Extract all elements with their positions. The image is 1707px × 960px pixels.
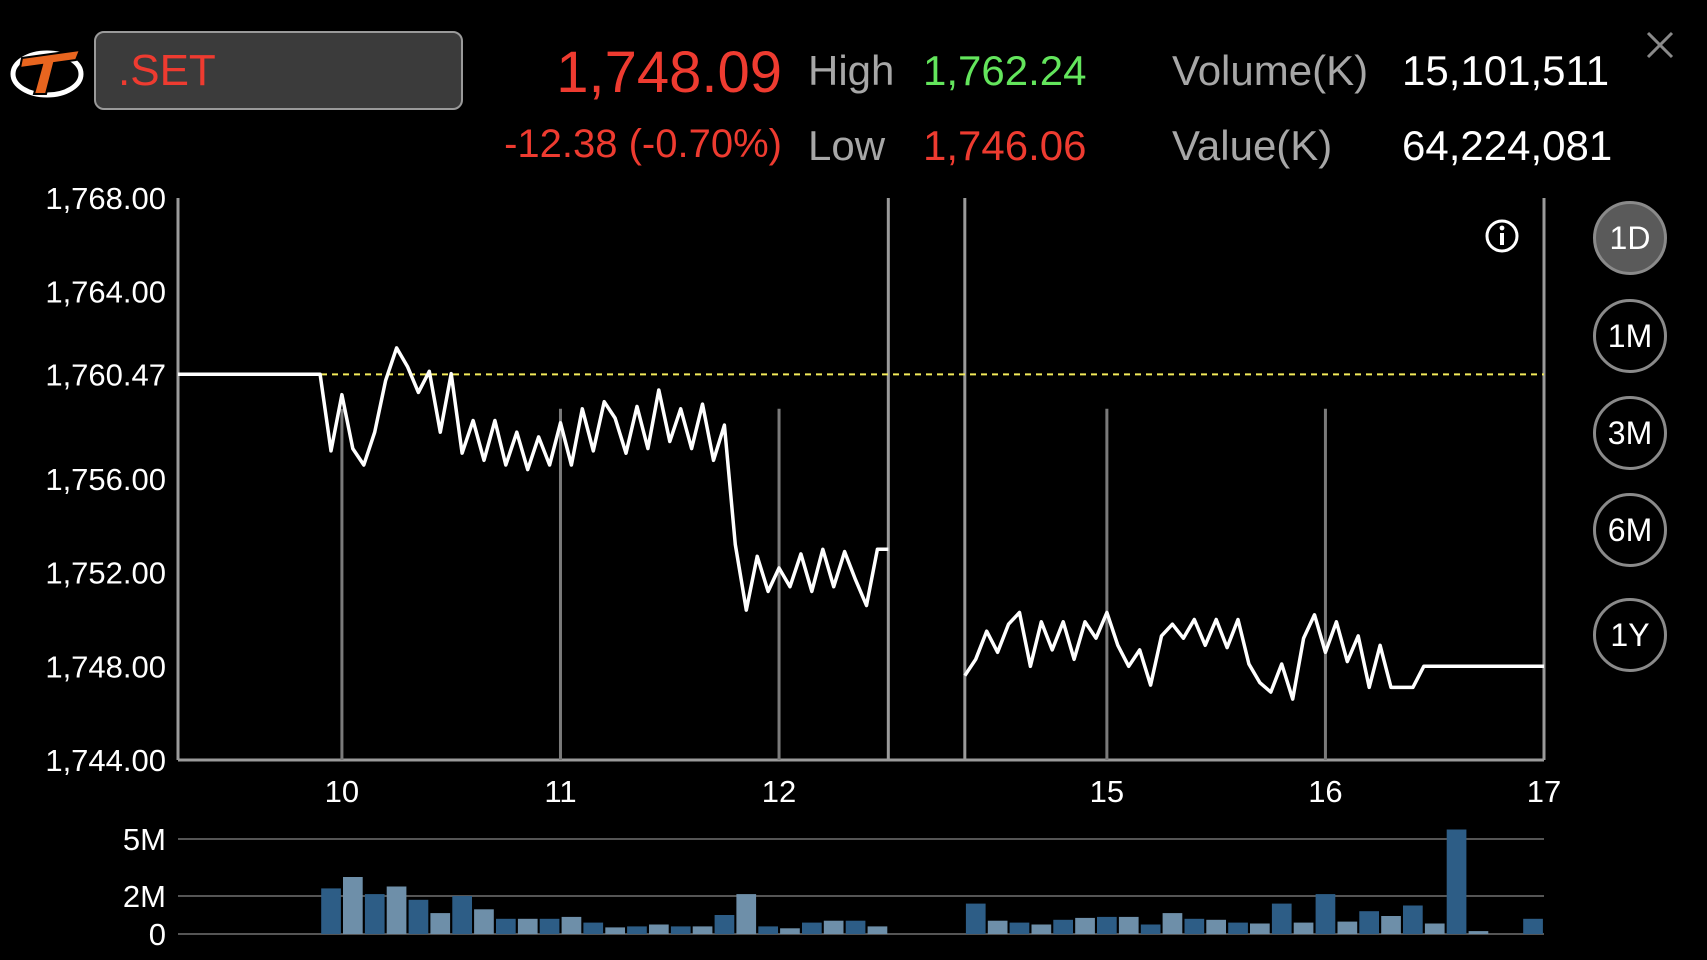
period-3m-button[interactable]: 3M: [1593, 396, 1667, 470]
volume-bar: [605, 927, 625, 934]
volume-bar: [1162, 913, 1183, 934]
x-tick-label: 12: [762, 774, 796, 809]
volume-value: 15,101,511: [1402, 47, 1610, 94]
volume-tick-label: 0: [149, 917, 166, 952]
volume-bar: [1031, 924, 1052, 934]
volume-tick-label: 5M: [123, 822, 166, 857]
y-tick-label: 1,764.00: [45, 275, 166, 310]
volume-bar: [1118, 916, 1139, 934]
volume-bar: [1337, 921, 1358, 934]
volume-chart: 5M 2M0: [123, 822, 1544, 952]
volume-label: Volume(K): [1172, 47, 1369, 94]
volume-bar: [965, 903, 986, 934]
last-price: 1,748.09: [556, 40, 782, 105]
volume-bar: [1140, 924, 1161, 934]
volume-bar: [1293, 922, 1314, 934]
volume-bar: [386, 886, 407, 934]
high-label: High: [808, 47, 895, 94]
volume-bar: [364, 894, 385, 934]
y-tick-label: 1,756.00: [45, 462, 166, 497]
low-label: Low: [808, 122, 886, 169]
volume-bar: [714, 915, 735, 934]
period-1d-button[interactable]: 1D: [1593, 201, 1667, 275]
volume-bar: [1359, 911, 1379, 934]
volume-bar: [670, 926, 691, 934]
volume-bar: [1468, 931, 1489, 934]
price-series-line-1: [963, 610, 1544, 701]
volume-bar: [408, 899, 429, 934]
volume-bar: [1250, 923, 1270, 934]
high-value: 1,762.24: [923, 47, 1087, 94]
price-volume-chart: 1,768.00 1,764.00 1,756.00 1,752.00 1,748.00…: [45, 181, 1560, 952]
volume-bar: [1424, 923, 1445, 934]
volume-bar: [1315, 894, 1336, 934]
volume-bar: [692, 926, 713, 934]
y-tick-label: 1,752.00: [45, 556, 166, 591]
volume-bar: [649, 924, 669, 934]
value-value: 64,224,081: [1402, 122, 1613, 169]
volume-bar: [845, 920, 866, 934]
volume-bar: [343, 877, 363, 934]
value-label: Value(K): [1172, 122, 1333, 169]
close-icon[interactable]: [1643, 28, 1677, 62]
volume-bar: [496, 918, 516, 934]
volume-bar: [1271, 903, 1292, 934]
previous-close-label: 1,760.47: [45, 357, 166, 392]
volume-bar: [1228, 922, 1248, 934]
volume-bar: [1053, 919, 1073, 935]
volume-bar: [452, 896, 472, 934]
volume-bar: [1523, 918, 1543, 934]
volume-bar: [627, 926, 647, 934]
volume-bar: [1381, 916, 1401, 934]
x-tick-label: 10: [325, 774, 359, 809]
price-series-line-0: [178, 346, 889, 612]
symbol-input[interactable]: .SET: [94, 31, 463, 110]
volume-bar: [430, 913, 451, 934]
volume-bar: [823, 920, 844, 934]
trader-logo-icon: [10, 48, 84, 98]
x-tick-label: 11: [544, 774, 576, 809]
period-1m-button[interactable]: 1M: [1593, 299, 1667, 373]
volume-bar: [1184, 918, 1205, 934]
volume-bar: [1403, 905, 1423, 934]
info-icon[interactable]: [1485, 219, 1519, 253]
y-tick-label: 1,768.00: [45, 181, 166, 216]
volume-bar: [583, 922, 604, 934]
volume-bar: [539, 918, 560, 934]
volume-bar: [1446, 829, 1467, 934]
period-6m-button[interactable]: 6M: [1593, 493, 1667, 567]
x-tick-label: 16: [1308, 774, 1342, 809]
volume-bar: [780, 928, 800, 934]
volume-bar: [1009, 922, 1030, 934]
y-tick-label: 1,744.00: [45, 743, 166, 778]
volume-bar: [1097, 916, 1117, 934]
volume-bar: [561, 916, 582, 934]
low-value: 1,746.06: [923, 122, 1087, 169]
volume-bar: [987, 920, 1008, 934]
volume-bar: [758, 926, 778, 934]
price-change: -12.38 (-0.70%): [504, 122, 782, 166]
volume-bar: [1075, 917, 1095, 934]
volume-bar: [321, 888, 341, 934]
volume-tick-label: 2M: [123, 879, 166, 914]
x-tick-label: 15: [1090, 774, 1124, 809]
volume-bar: [517, 918, 538, 934]
price-chart: 1,768.00 1,764.00 1,756.00 1,752.00 1,748.00…: [45, 181, 1560, 809]
volume-bar: [802, 922, 822, 934]
volume-bar: [474, 909, 494, 934]
volume-bar: [1206, 919, 1226, 935]
volume-bar: [867, 926, 888, 934]
period-1y-button[interactable]: 1Y: [1593, 598, 1667, 672]
volume-bar: [736, 894, 757, 934]
y-tick-label: 1,748.00: [45, 649, 166, 684]
x-tick-label: 17: [1527, 774, 1560, 809]
